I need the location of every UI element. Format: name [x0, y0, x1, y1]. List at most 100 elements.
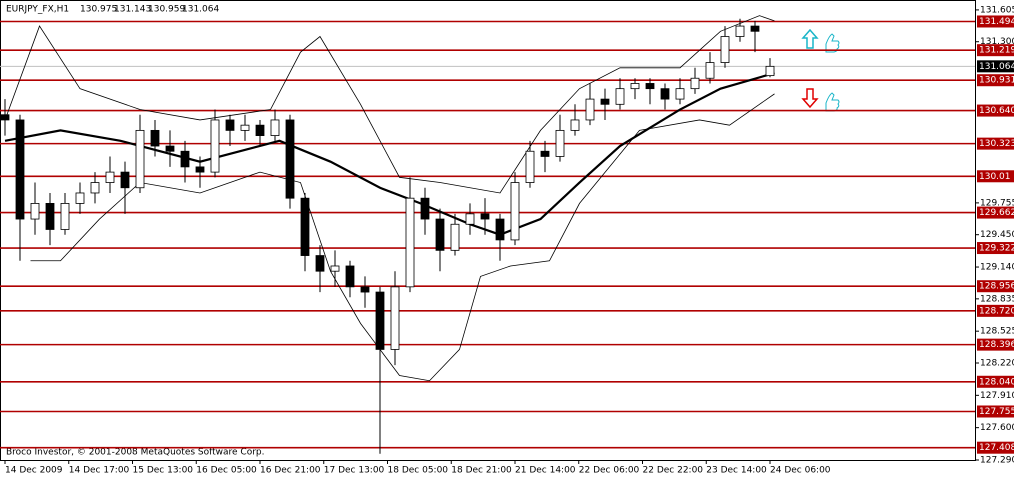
level-tag	[977, 137, 1014, 150]
level-tag	[977, 280, 1014, 293]
candle-body	[240, 124, 250, 131]
sell-signal	[801, 88, 840, 112]
candle-body	[300, 197, 310, 256]
y-tick-label: 131.300	[980, 37, 1014, 47]
candle-body	[390, 286, 400, 350]
candle-body	[600, 98, 610, 105]
level-label: 129.322	[979, 244, 1014, 254]
candle-body	[345, 265, 355, 288]
candle-body	[510, 182, 520, 241]
y-tick-label: 129.755	[980, 198, 1014, 208]
level-label: 129.662	[979, 208, 1014, 218]
candle-body	[30, 203, 40, 220]
x-tick-label: 16 Dec 05:00	[196, 466, 257, 476]
candle-body	[405, 197, 415, 288]
y-tick-label: 128.835	[980, 294, 1014, 304]
level-label: 130.323	[979, 139, 1014, 149]
x-tick-label: 22 Dec 22:00	[643, 466, 704, 476]
x-tick-label: 15 Dec 13:00	[133, 466, 194, 476]
level-tag	[977, 104, 1014, 117]
candle-body	[690, 77, 700, 90]
x-tick-label: 22 Dec 06:00	[579, 466, 640, 476]
price-label: 131.064	[979, 62, 1014, 72]
candle-body	[705, 62, 715, 79]
candle-body	[555, 129, 565, 157]
symbol: EURJPY_FX,H1	[6, 5, 69, 15]
level-label: 128.956	[979, 282, 1014, 292]
level-label: 130.931	[979, 76, 1014, 86]
y-tick-label: 129.450	[980, 230, 1014, 240]
candle-body	[285, 119, 295, 199]
level-tag	[977, 170, 1014, 183]
high-value: 131.143	[114, 5, 151, 15]
x-tick-label: 18 Dec 05:00	[388, 466, 449, 476]
candle-body	[450, 223, 460, 251]
candle-body	[720, 36, 730, 63]
indicator-line	[30, 93, 775, 382]
candle-body	[120, 171, 130, 189]
level-tag	[977, 375, 1014, 388]
candle-body	[255, 124, 265, 137]
x-tick-label: 18 Dec 21:00	[451, 466, 512, 476]
x-tick-label: 21 Dec 14:00	[515, 466, 576, 476]
candle-body	[375, 291, 385, 350]
low-value: 130.959	[148, 5, 185, 15]
candle-body	[660, 88, 670, 100]
level-tag	[977, 405, 1014, 418]
level-tag	[977, 441, 1014, 454]
candle-body	[225, 119, 235, 131]
level-label: 127.408	[979, 443, 1014, 453]
y-tick-label: 129.140	[980, 263, 1014, 273]
candle-body	[150, 129, 160, 147]
close-value: 131.064	[182, 5, 219, 15]
candle-body	[330, 265, 340, 272]
candle-body	[675, 88, 685, 100]
candle-body	[165, 145, 175, 152]
candle-body	[765, 65, 775, 77]
x-tick-label: 14 Dec 2009	[5, 466, 63, 476]
level-tag	[977, 242, 1014, 255]
candle-body	[495, 218, 505, 241]
y-tick-label: 131.605	[980, 5, 1014, 15]
candle-body	[540, 150, 550, 157]
level-label: 128.040	[979, 377, 1014, 387]
level-tag	[977, 44, 1014, 57]
indicator-line	[4, 15, 775, 194]
x-tick-label: 23 Dec 14:00	[706, 466, 767, 476]
level-label: 130.01	[979, 172, 1011, 182]
candle-body	[525, 150, 535, 183]
candle-body	[0, 114, 10, 121]
candle-body	[15, 119, 25, 220]
plot-frame	[0, 0, 976, 461]
candle-body	[645, 83, 655, 90]
candle-body	[60, 203, 70, 230]
candle-body	[45, 203, 55, 230]
header: EURJPY_FX,H1 130.975 131.143 130.959 131…	[6, 5, 219, 15]
candle-body	[360, 286, 370, 293]
candle-body	[435, 218, 445, 251]
x-tick-label: 14 Dec 17:00	[69, 466, 130, 476]
level-label: 128.396	[979, 340, 1014, 350]
candle-body	[135, 129, 145, 189]
indicator-line	[4, 71, 775, 236]
price-tag	[977, 60, 1014, 73]
candle-body	[465, 213, 475, 225]
level-label: 127.755	[979, 407, 1014, 417]
x-tick-label: 17 Dec 13:00	[324, 466, 385, 476]
candle-body	[480, 213, 490, 220]
candle-body	[735, 25, 745, 37]
candle-body	[315, 255, 325, 272]
level-label: 130.640	[979, 106, 1014, 116]
footer: Broco Investor, © 2001-2008 MetaQuotes S…	[6, 448, 265, 458]
y-tick-label: 127.600	[980, 423, 1014, 433]
y-tick-label: 128.220	[980, 358, 1014, 368]
x-tick-label: 16 Dec 21:00	[260, 466, 321, 476]
x-tick-label: 24 Dec 06:00	[770, 466, 831, 476]
y-tick-label: 127.910	[980, 391, 1014, 401]
level-tag	[977, 206, 1014, 219]
y-tick-label: 127.290	[980, 456, 1014, 466]
candle-body	[105, 171, 115, 183]
candle-body	[75, 192, 85, 204]
